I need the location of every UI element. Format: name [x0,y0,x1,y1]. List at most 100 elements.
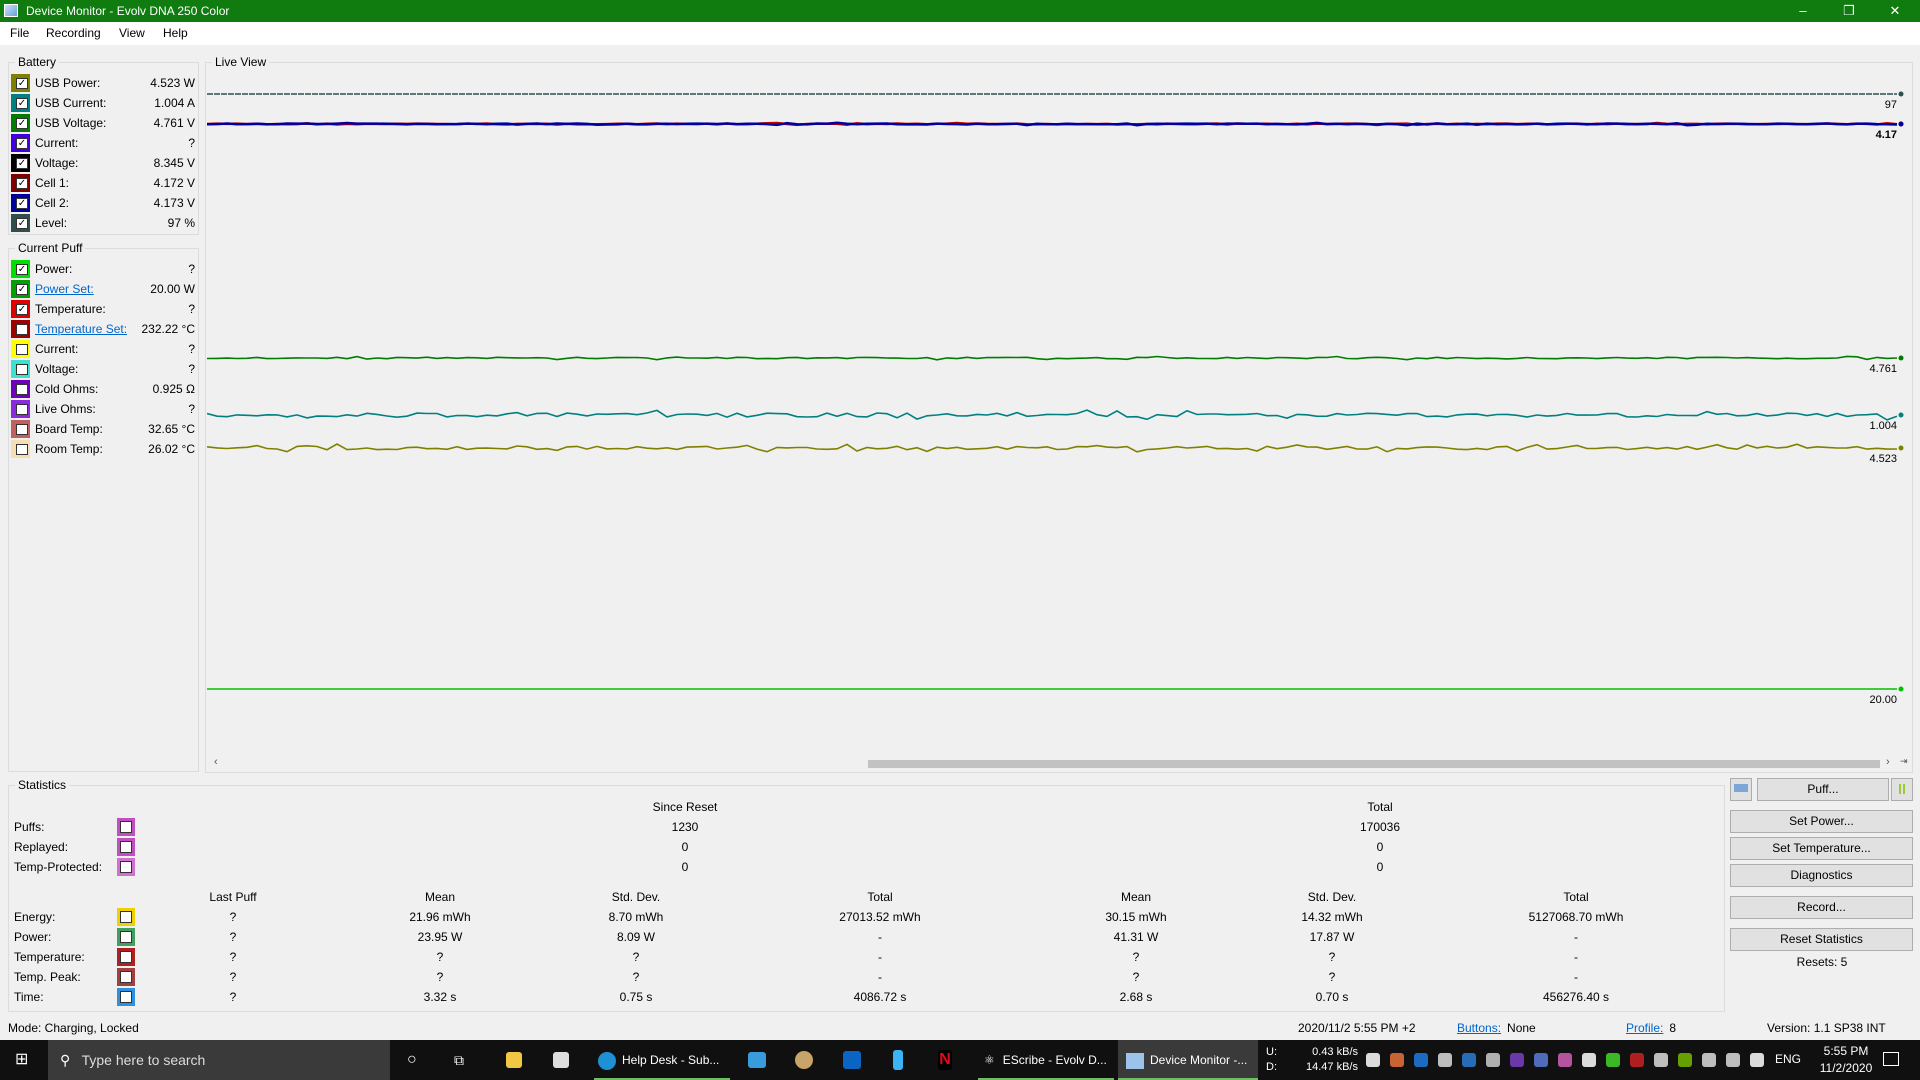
stat-total: 0 [1376,860,1384,874]
rgb-app-icon[interactable] [1558,1053,1572,1067]
scroll-left-icon[interactable]: ‹ [214,756,218,768]
stat-cell: ? [229,910,237,924]
restore-button[interactable]: ❐ [1843,3,1855,18]
wifi-icon[interactable] [1702,1053,1716,1067]
select-device-button[interactable] [1730,778,1752,801]
app-tray-icon[interactable] [1438,1053,1452,1067]
channel-row: Live Ohms:? [9,399,199,419]
channel-checkbox[interactable]: ✓ [16,138,28,149]
channel-checkbox[interactable]: ✓ [16,158,28,169]
file-explorer-icon[interactable] [506,1052,522,1068]
channel-checkbox[interactable]: ✓ [16,218,28,229]
stat-checkbox[interactable] [120,971,132,983]
channel-label[interactable]: Power Set: [35,282,94,296]
channel-checkbox[interactable] [16,324,28,335]
stat-checkbox[interactable] [120,931,132,943]
channel-checkbox[interactable]: ✓ [16,78,28,89]
task-view-icon[interactable]: ⧉ [454,1052,464,1068]
channel-checkbox[interactable]: ✓ [16,264,28,275]
channel-checkbox[interactable] [16,444,28,455]
store-icon[interactable] [553,1052,569,1068]
channel-checkbox[interactable]: ✓ [16,284,28,295]
clock-time[interactable]: 5:55 PM [1823,1044,1869,1058]
channel-checkbox[interactable] [16,344,28,355]
menu-view[interactable]: View [119,26,145,40]
current-puff-title: Current Puff [15,241,86,255]
steelseries-icon[interactable] [1582,1053,1596,1067]
security-icon[interactable] [1750,1053,1764,1067]
notifications-icon[interactable] [1883,1052,1899,1066]
volume-icon[interactable] [1726,1053,1740,1067]
taskbar-app-helpdesk[interactable]: Help Desk - Sub... [594,1040,730,1080]
channel-checkbox[interactable]: ✓ [16,98,28,109]
scroll-right-icon[interactable]: › [1886,756,1890,768]
scrollbar-thumb[interactable] [868,760,1880,768]
channel-checkbox[interactable]: ✓ [16,304,28,315]
channel-color-swatch: ✓ [11,154,30,172]
taskbar-app-escribe[interactable]: ⚛ EScribe - Evolv D... [978,1040,1114,1080]
stat-checkbox[interactable] [120,841,132,853]
language-indicator[interactable]: ENG [1775,1052,1802,1066]
version-status: Version: 1.1 SP38 INT [1767,1021,1886,1035]
taskbar-app-device-monitor[interactable]: Device Monitor -... [1118,1040,1258,1080]
nvidia-icon[interactable] [1678,1053,1692,1067]
diagnostics-button[interactable]: Diagnostics [1730,864,1913,887]
stat-checkbox[interactable] [120,991,132,1003]
menu-help[interactable]: Help [163,26,188,40]
netflix-icon[interactable]: N [938,1050,952,1070]
channel-checkbox[interactable]: ✓ [16,118,28,129]
close-button[interactable]: ✕ [1889,3,1901,18]
series-end-marker [1898,412,1904,418]
msi-icon[interactable] [1630,1053,1644,1067]
puff-button[interactable]: Puff... [1757,778,1889,801]
download-tray-icon[interactable] [1462,1053,1476,1067]
channel-label[interactable]: Temperature Set: [35,322,128,336]
cortana-ring-icon[interactable] [1534,1053,1548,1067]
airplane-tray-icon[interactable] [1486,1053,1500,1067]
paint-icon[interactable] [795,1051,813,1069]
escribe-icon: ⚛ [984,1053,995,1067]
outlook-icon[interactable] [843,1051,861,1069]
menu-file[interactable]: File [10,26,30,40]
start-windows-icon[interactable]: ⊞ [15,1051,29,1068]
channel-label: Temperature: [35,302,106,316]
stat-checkbox[interactable] [120,861,132,873]
channel-checkbox[interactable] [16,364,28,375]
stat-cell: ? [436,950,444,964]
channel-label: Cold Ohms: [35,382,99,396]
channel-checkbox[interactable] [16,384,28,395]
origin-icon[interactable] [1390,1053,1404,1067]
fps-monitor-icon[interactable] [1510,1053,1524,1067]
minimize-button[interactable]: – [1799,3,1807,18]
bluetooth-icon[interactable] [1414,1053,1428,1067]
menu-recording[interactable]: Recording [46,26,101,40]
stat-since-reset: 0 [681,840,689,854]
horizontal-scrollbar[interactable]: ‹ › ⇥ [208,755,1911,772]
stat-checkbox[interactable] [120,911,132,923]
taskbar-search[interactable]: ⚲ Type here to search [48,1040,390,1080]
discord-icon[interactable] [1366,1053,1380,1067]
reset-statistics-button[interactable]: Reset Statistics [1730,928,1913,951]
channel-checkbox[interactable]: ✓ [16,198,28,209]
stat-checkbox[interactable] [120,951,132,963]
channel-label: Room Temp: [35,442,103,456]
cortana-icon[interactable]: ○ [407,1051,417,1068]
set-power-button[interactable]: Set Power... [1730,810,1913,833]
channel-checkbox[interactable] [16,404,28,415]
profile-link[interactable]: Profile: [1626,1021,1664,1035]
clock-date[interactable]: 11/2/2020 [1819,1061,1873,1075]
channel-checkbox[interactable]: ✓ [16,178,28,189]
phone-app-icon[interactable] [893,1050,903,1070]
statistics-group: Statistics [8,778,1725,1012]
record-button[interactable]: Record... [1730,896,1913,919]
power-icon[interactable] [1654,1053,1668,1067]
buttons-link[interactable]: Buttons: [1457,1021,1502,1035]
mail-icon[interactable] [748,1052,766,1068]
channel-checkbox[interactable] [16,424,28,435]
set-temperature-button[interactable]: Set Temperature... [1730,837,1913,860]
stat-checkbox[interactable] [120,821,132,833]
scroll-end-icon[interactable]: ⇥ [1900,756,1908,766]
pause-button[interactable] [1891,778,1913,801]
razer-icon[interactable] [1606,1053,1620,1067]
buttons-status: Buttons: None [1457,1021,1536,1035]
